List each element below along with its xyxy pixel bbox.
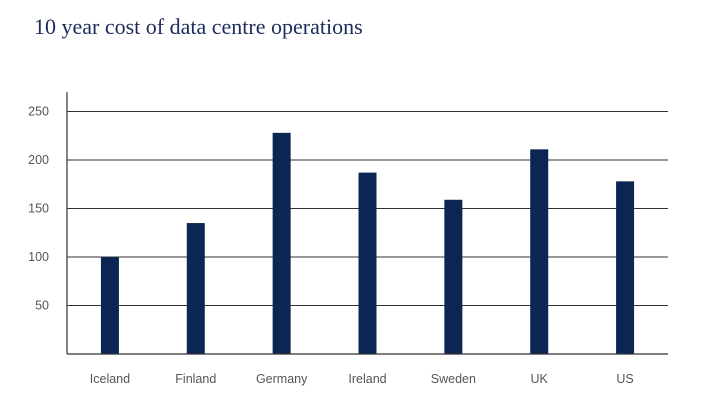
y-tick-label-50: 50: [35, 299, 49, 313]
x-category-label-finland: Finland: [175, 372, 216, 386]
bars: [100, 132, 635, 354]
x-category-label-germany: Germany: [256, 372, 308, 386]
y-tick-label-100: 100: [28, 250, 49, 264]
x-category-labels: Iceland Finland Germany Ireland Sweden UK US: [90, 372, 634, 386]
bar-us: [616, 181, 635, 354]
x-category-label-us: US: [616, 372, 633, 386]
x-category-label-ireland: Ireland: [348, 372, 386, 386]
bar-germany: [272, 132, 291, 354]
y-tick-label-250: 250: [28, 105, 49, 119]
bar-uk: [530, 149, 549, 354]
x-category-label-iceland: Iceland: [90, 372, 130, 386]
bar-iceland: [100, 257, 119, 354]
y-tick-label-150: 150: [28, 202, 49, 216]
y-tick-label-200: 200: [28, 153, 49, 167]
bar-sweden: [444, 199, 463, 354]
y-tick-labels: 50 100 150 200 250: [28, 105, 49, 313]
x-category-label-uk: UK: [531, 372, 549, 386]
bar-finland: [186, 223, 205, 354]
chart-title: 10 year cost of data centre operations: [34, 14, 363, 39]
bar-ireland: [358, 172, 377, 354]
axes: [66, 92, 668, 355]
x-category-label-sweden: Sweden: [431, 372, 476, 386]
